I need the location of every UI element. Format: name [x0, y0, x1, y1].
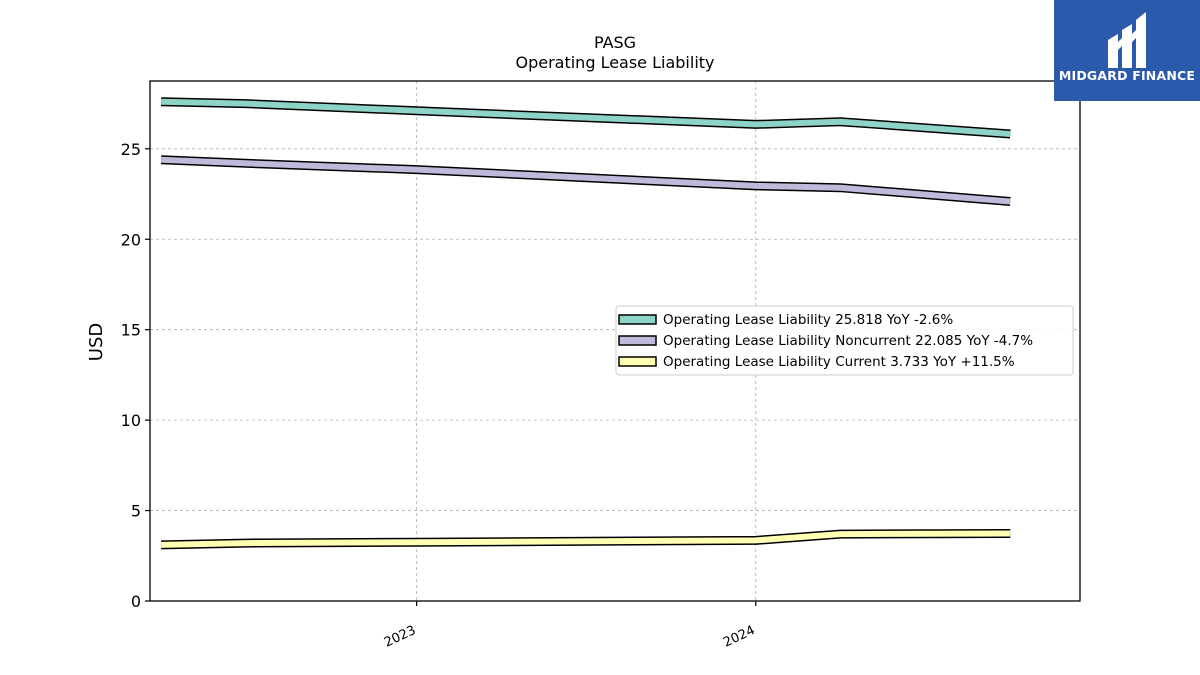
plot-frame: [149, 80, 1081, 602]
legend-swatch: [618, 356, 657, 367]
legend-item[interactable]: Operating Lease Liability Noncurrent 22.…: [618, 333, 1033, 349]
logo-icon: [1108, 12, 1146, 68]
y-tick-label: 15: [121, 321, 141, 340]
legend-swatch: [618, 335, 657, 346]
series-layer: [160, 97, 1011, 550]
y-tick-label: 0: [131, 592, 141, 611]
y-axis-label: USD: [86, 323, 107, 361]
x-tick-label: 2024: [721, 623, 757, 651]
series-line: [161, 529, 1011, 550]
legend-label: Operating Lease Liability 25.818 YoY -2.…: [663, 312, 953, 328]
x-axis: 2023 2024: [382, 601, 757, 651]
legend-box: [615, 305, 1074, 376]
brand-logo: MIDGARD FINANCE: [1054, 0, 1200, 101]
x-tick-label: 2023: [382, 623, 418, 651]
legend-swatch: [618, 314, 657, 325]
y-tick-label: 5: [131, 502, 141, 521]
y-tick-label: 20: [121, 230, 141, 249]
series-line: [160, 155, 1011, 206]
chart-subtitle: Operating Lease Liability: [515, 53, 714, 72]
legend-label: Operating Lease Liability Current 3.733 …: [663, 354, 1015, 370]
legend[interactable]: Operating Lease Liability 25.818 YoY -2.…: [615, 305, 1074, 376]
legend-item[interactable]: Operating Lease Liability Current 3.733 …: [618, 354, 1015, 370]
series-fill: [160, 156, 1011, 205]
legend-item[interactable]: Operating Lease Liability 25.818 YoY -2.…: [618, 312, 953, 328]
chart-title: PASG: [594, 33, 636, 52]
brand-name: MIDGARD FINANCE: [1058, 68, 1196, 83]
y-tick-label: 25: [121, 140, 141, 159]
y-tick-label: 10: [121, 411, 141, 430]
legend-label: Operating Lease Liability Noncurrent 22.…: [663, 333, 1033, 349]
series-fill: [161, 98, 1011, 137]
series-fill: [161, 530, 1011, 548]
series-line: [161, 97, 1011, 139]
y-axis: 0 5 10 15 20 25: [121, 140, 150, 611]
